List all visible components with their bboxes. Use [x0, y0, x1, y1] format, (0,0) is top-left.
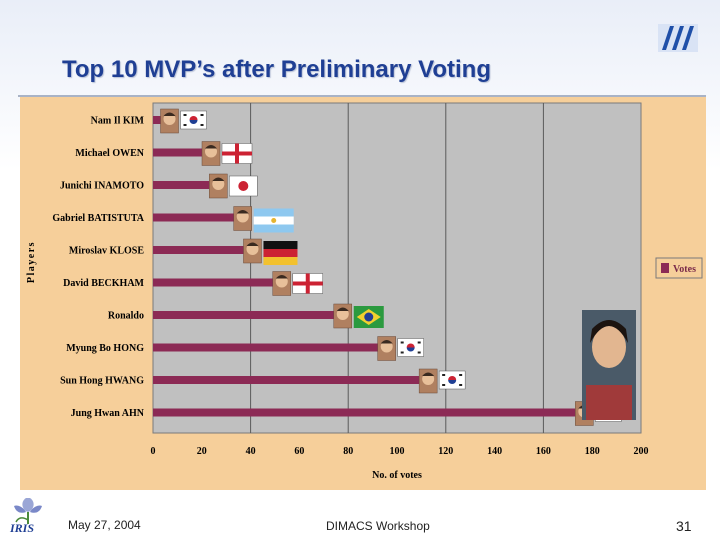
x-tick-label: 60: [294, 446, 304, 457]
x-tick-label: 180: [585, 446, 600, 457]
bar: [153, 408, 588, 417]
player-photo: [160, 108, 179, 134]
x-tick-label: 0: [151, 446, 156, 457]
player-photo: [377, 336, 396, 361]
iris-logo-icon: IRIS: [9, 498, 42, 534]
x-tick-label: 120: [438, 446, 453, 457]
x-tick-label: 80: [343, 446, 353, 457]
category-label: Miroslav KLOSE: [69, 246, 144, 257]
legend-label: Votes: [673, 264, 696, 275]
x-tick-label: 200: [634, 446, 649, 457]
page-number: 31: [676, 518, 692, 534]
player-photo: [272, 271, 292, 296]
legend-box: [655, 257, 703, 279]
korea-flag-icon: [180, 110, 207, 130]
iris-logo-text: IRIS: [9, 521, 34, 534]
bar: [153, 181, 222, 189]
category-label: Nam Il KIM: [91, 116, 145, 127]
top-player-portrait: [582, 310, 636, 420]
bar-chart: Nam Il KIM Michael OWEN Junichi INAMOTO Gab…: [26, 102, 703, 481]
category-label: David BECKHAM: [63, 278, 144, 289]
bar: [153, 343, 390, 352]
footer-event-name: DIMACS Workshop: [326, 519, 430, 533]
japan-flag-icon: [229, 175, 258, 197]
germany-flag-icon: [263, 241, 298, 265]
argentina-flag-icon: [253, 208, 294, 233]
category-label: Ronaldo: [108, 311, 144, 322]
legend: Votes: [655, 257, 703, 279]
title-divider: [18, 95, 706, 97]
bar: [153, 148, 214, 157]
bar: [153, 213, 246, 222]
bar: [153, 311, 346, 319]
korea-flag-icon: [397, 338, 424, 357]
category-label: Junichi INAMOTO: [60, 181, 144, 192]
x-tick-label: 160: [536, 446, 551, 457]
x-tick-label: 100: [390, 446, 405, 457]
player-photo: [209, 173, 228, 199]
icu-logo-icon: [658, 24, 698, 52]
bar: [153, 246, 256, 254]
category-label: Michael OWEN: [75, 148, 144, 159]
x-tick-label: 40: [246, 446, 256, 457]
player-photo: [333, 303, 353, 329]
bar: [153, 376, 432, 384]
player-photo: [418, 368, 438, 394]
player-photo: [233, 206, 252, 231]
chart-panel: Nam Il KIM Michael OWEN Junichi INAMOTO Gab…: [20, 97, 706, 490]
bar: [153, 278, 285, 287]
england-flag-icon: [221, 143, 253, 164]
player-photo: [243, 238, 262, 264]
korea-flag-icon: [438, 370, 466, 390]
england-flag-icon: [292, 273, 324, 294]
category-label: Jung Hwan AHN: [71, 408, 145, 419]
category-label: Gabriel BATISTUTA: [52, 213, 144, 224]
x-tick-label: 140: [487, 446, 502, 457]
x-tick-label: 20: [197, 446, 207, 457]
y-axis-label: Players: [26, 241, 37, 283]
player-photo: [201, 141, 221, 166]
brazil-flag-icon: [353, 306, 384, 328]
x-axis-label: No. of votes: [372, 470, 422, 481]
slide-title: Top 10 MVP’s after Preliminary Voting: [62, 56, 491, 83]
category-label: Myung Bo HONG: [66, 343, 144, 354]
category-label: Sun Hong HWANG: [60, 376, 144, 387]
footer-date: May 27, 2004: [68, 518, 141, 532]
legend-swatch: [661, 263, 669, 273]
